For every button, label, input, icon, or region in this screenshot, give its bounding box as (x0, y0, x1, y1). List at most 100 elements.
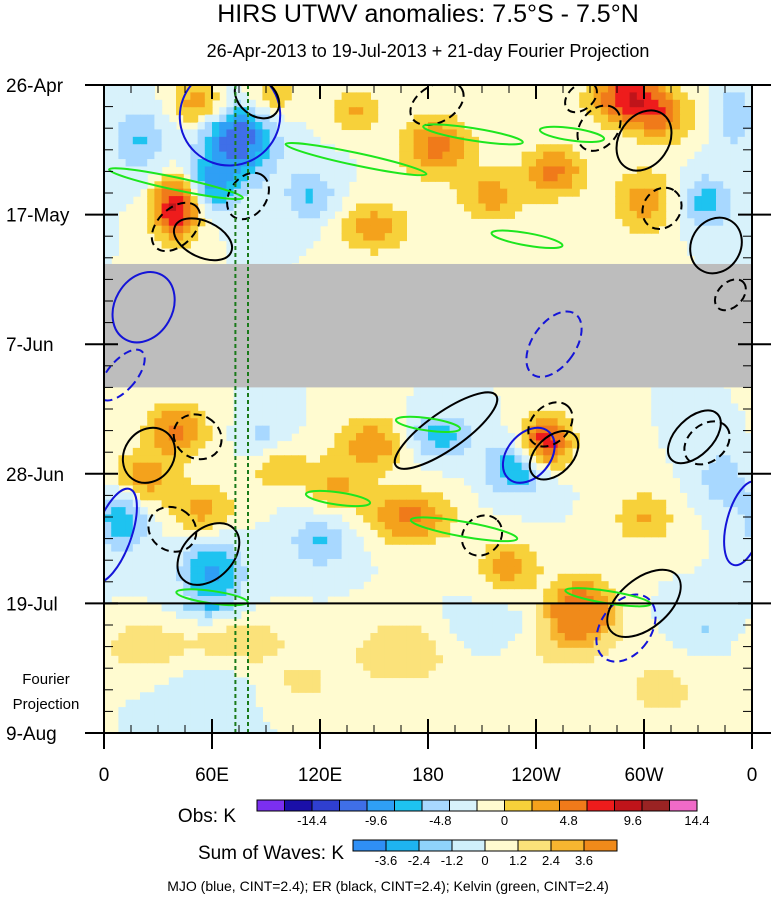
anomaly-cell (291, 166, 299, 175)
anomaly-cell (204, 196, 213, 205)
anomaly-cell (428, 455, 436, 464)
anomaly-cell (197, 677, 206, 686)
anomaly-cell (708, 477, 717, 486)
anomaly-cell (233, 707, 242, 716)
anomaly-cell (276, 233, 285, 242)
anomaly-cell (636, 114, 645, 123)
anomaly-cell (636, 210, 645, 219)
anomaly-cell (291, 470, 299, 479)
anomaly-cell (651, 129, 659, 138)
anomaly-cell (500, 181, 508, 190)
anomaly-cell (723, 136, 731, 145)
anomaly-cell (176, 573, 184, 582)
anomaly-cell (377, 492, 386, 501)
anomaly-cell (435, 388, 443, 397)
anomaly-cell (716, 551, 724, 560)
anomaly-cell (636, 122, 645, 131)
anomaly-cell (694, 203, 703, 212)
anomaly-cell (197, 610, 206, 619)
anomaly-cell (197, 714, 206, 723)
anomaly-cell (140, 114, 148, 123)
anomaly-cell (118, 129, 127, 138)
anomaly-cell (464, 625, 472, 634)
anomaly-cell (341, 462, 350, 471)
anomaly-cell (420, 536, 429, 545)
anomaly-cell (442, 159, 451, 168)
anomaly-cell (478, 196, 487, 205)
anomaly-cell (269, 151, 278, 160)
anomaly-cell (629, 203, 638, 212)
anomaly-cell (636, 677, 645, 686)
anomaly-cell (723, 499, 731, 508)
anomaly-cell (161, 144, 170, 153)
anomaly-cell (557, 151, 566, 160)
anomaly-cell (464, 603, 472, 612)
anomaly-cell (269, 640, 278, 649)
anomaly-cell (687, 603, 695, 612)
anomaly-cell (305, 136, 314, 145)
anomaly-cell (579, 181, 587, 190)
anomaly-cell (147, 544, 155, 553)
anomaly-cell (154, 573, 163, 582)
anomaly-cell (449, 433, 458, 442)
anomaly-cell (140, 514, 148, 523)
anomaly-cell (413, 136, 422, 145)
anomaly-cell (536, 151, 544, 160)
anomaly-cell (197, 573, 206, 582)
anomaly-cell (420, 633, 429, 642)
anomaly-cell (356, 566, 364, 575)
anomaly-cell (305, 144, 314, 153)
anomaly-cell (233, 173, 242, 182)
anomaly-cell (348, 218, 357, 227)
anomaly-cell (219, 114, 227, 123)
anomaly-cell (204, 677, 213, 686)
anomaly-cell (284, 433, 292, 442)
anomaly-cell (312, 573, 321, 582)
anomaly-cell (233, 247, 242, 256)
anomaly-cell (716, 107, 724, 116)
kelvin-contour (394, 415, 462, 434)
anomaly-cell (399, 529, 407, 538)
anomaly-cell (687, 196, 695, 205)
anomaly-cell (255, 210, 263, 219)
anomaly-cell (413, 633, 422, 642)
anomaly-cell (341, 447, 350, 456)
anomaly-cell (572, 640, 580, 649)
anomaly-cell (104, 196, 112, 205)
er-contour (615, 109, 673, 172)
colorbar-swatch (504, 799, 533, 812)
anomaly-cell (701, 558, 710, 567)
anomaly-cell (680, 114, 688, 123)
anomaly-cell (716, 447, 724, 456)
anomaly-cell (125, 521, 134, 530)
anomaly-cell (305, 551, 314, 560)
anomaly-cell (291, 477, 299, 486)
anomaly-cell (140, 136, 148, 145)
anomaly-cell (147, 151, 155, 160)
anomaly-cell (521, 181, 530, 190)
anomaly-cell (305, 684, 314, 693)
anomaly-cell (197, 173, 206, 182)
anomaly-cell (341, 499, 350, 508)
anomaly-cell (168, 188, 177, 197)
anomaly-cell (485, 455, 494, 464)
anomaly-cell (212, 129, 220, 138)
anomaly-cell (629, 196, 638, 205)
anomaly-cell (492, 173, 501, 182)
anomaly-cell (190, 507, 199, 516)
anomaly-cell (600, 603, 609, 612)
anomaly-cell (276, 196, 285, 205)
anomaly-cell (276, 521, 285, 530)
anomaly-cell (665, 455, 674, 464)
anomaly-cell (111, 544, 119, 553)
anomaly-cell (269, 433, 278, 442)
anomaly-cell (348, 114, 357, 123)
anomaly-cell (586, 625, 595, 634)
anomaly-cell (557, 455, 566, 464)
anomaly-cell (737, 625, 746, 634)
anomaly-cell (219, 603, 227, 612)
anomaly-cell (694, 403, 703, 412)
anomaly-cell (694, 433, 703, 442)
anomaly-cell (363, 122, 371, 131)
anomaly-cell (521, 455, 530, 464)
